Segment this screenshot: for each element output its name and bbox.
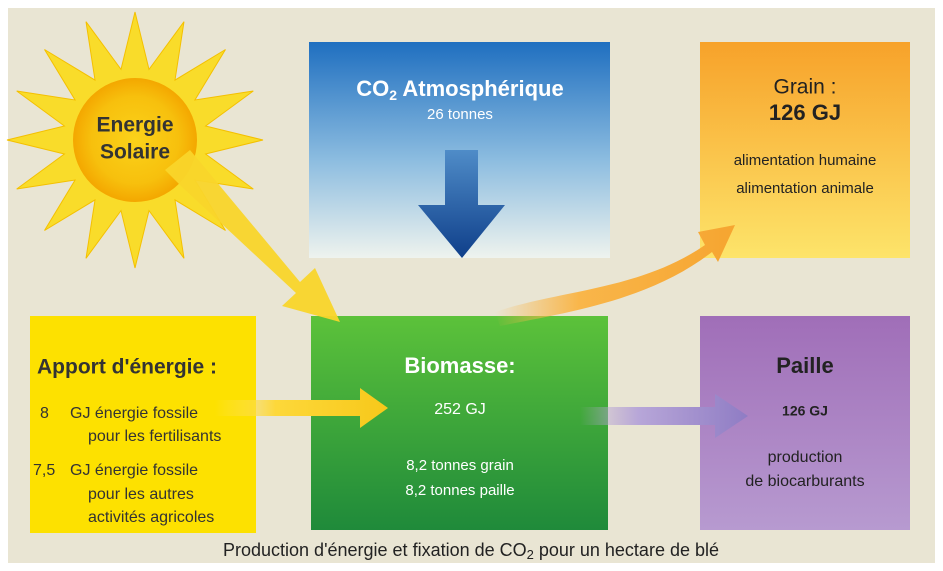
caption: Production d'énergie et fixation de CO2 … <box>223 540 719 563</box>
biomass-energy: 252 GJ <box>434 401 486 418</box>
straw-energy: 126 GJ <box>782 403 828 419</box>
grain-use: alimentation humaine <box>734 152 877 169</box>
biomass-title: Biomasse: <box>404 353 515 378</box>
input-text: activités agricoles <box>88 509 214 526</box>
input-title: Apport d'énergie : <box>37 356 217 379</box>
caption-part: Production d'énergie et fixation de CO <box>223 540 527 560</box>
biomass-detail: 8,2 tonnes paille <box>405 482 514 499</box>
diagram: Energie Solaire CO2 Atmosphérique 26 ton… <box>0 0 943 571</box>
input-text: pour les fertilisants <box>88 428 221 445</box>
caption-subscript: 2 <box>527 547 534 562</box>
grain-box <box>700 42 910 258</box>
input-text: GJ énergie fossile <box>70 462 198 479</box>
input-amount: 7,5 <box>33 462 55 479</box>
co2-title-part: Atmosphérique <box>397 76 564 101</box>
grain-use: alimentation animale <box>736 180 874 197</box>
co2-amount: 26 tonnes <box>427 106 493 123</box>
sun-label: Solaire <box>100 141 170 164</box>
biomass-detail: 8,2 tonnes grain <box>406 457 514 474</box>
caption-part: pour un hectare de blé <box>534 540 719 560</box>
straw-use: production <box>768 449 843 466</box>
input-text: GJ énergie fossile <box>70 405 198 422</box>
input-text: pour les autres <box>88 486 194 503</box>
straw-title: Paille <box>776 353 833 378</box>
co2-title-part: CO <box>356 76 389 101</box>
grain-energy: 126 GJ <box>769 100 841 125</box>
input-amount: 8 <box>40 405 49 422</box>
sun-label: Energie <box>96 114 173 137</box>
co2-title: CO2 Atmosphérique <box>356 76 563 103</box>
straw-use: de biocarburants <box>745 473 864 490</box>
grain-title: Grain : <box>773 76 836 99</box>
co2-subscript: 2 <box>389 87 397 103</box>
